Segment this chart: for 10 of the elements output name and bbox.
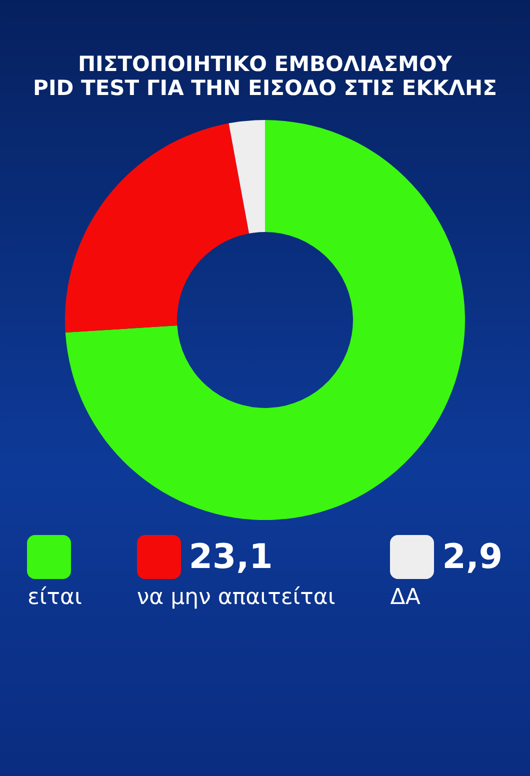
legend-label: ΔΑ xyxy=(390,585,420,610)
chart-title: ΠΙΣΤΟΠΟΙΗΤΙΚΟ ΕΜΒΟΛΙΑΣΜΟΥ xyxy=(76,52,454,76)
legend-label: να μην απαιτείται xyxy=(136,585,336,610)
donut-slice xyxy=(228,120,265,234)
legend-label: είται xyxy=(27,585,82,610)
chart-subtitle: PID TEST ΓΙΑ ΤΗΝ ΕΙΣΟΔΟ ΣΤΙΣ ΕΚΚΛΗΣ xyxy=(32,76,498,100)
data-label: 2,9 xyxy=(442,537,503,577)
donut-slice xyxy=(65,120,465,520)
data-label: 23,1 xyxy=(188,537,273,577)
donut-slice xyxy=(65,123,250,333)
